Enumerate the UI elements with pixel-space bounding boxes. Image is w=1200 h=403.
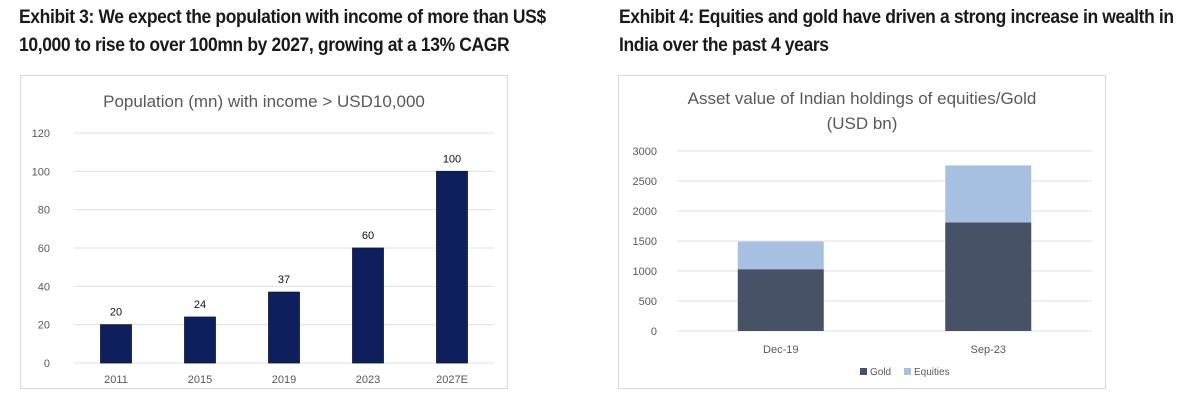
y-tick-label: 80 <box>38 205 50 217</box>
legend-label: Equities <box>914 367 950 378</box>
x-tick-label: Dec-19 <box>763 344 798 356</box>
asset-value-chart-panel: Asset value of Indian holdings of equiti… <box>618 75 1106 389</box>
bar-equities-Sep-23 <box>945 165 1031 222</box>
y-tick-label: 20 <box>38 320 50 332</box>
data-label: 20 <box>110 307 122 319</box>
y-tick-label: 100 <box>32 166 50 178</box>
legend-label: Gold <box>870 367 891 378</box>
bar-gold-Sep-23 <box>945 222 1031 331</box>
bar-gold-Dec-19 <box>738 269 824 331</box>
bar-2023 <box>353 248 384 363</box>
x-tick-label: 2023 <box>356 374 380 386</box>
x-tick-label: 2019 <box>272 374 296 386</box>
bar-2019 <box>269 292 300 363</box>
bar-equities-Dec-19 <box>738 242 824 270</box>
y-tick-label: 0 <box>651 326 657 338</box>
bar-2027E <box>437 171 468 363</box>
y-tick-label: 500 <box>639 296 657 308</box>
data-label: 37 <box>278 274 290 286</box>
y-tick-label: 1500 <box>633 236 657 248</box>
y-tick-label: 1000 <box>633 266 657 278</box>
y-tick-label: 120 <box>32 128 50 140</box>
x-tick-label: 2015 <box>188 374 212 386</box>
data-label: 100 <box>443 153 461 165</box>
legend-item-equities: Equities <box>904 367 950 378</box>
bar-2011 <box>101 325 132 363</box>
population-chart-panel: Population (mn) with income > USD10,000 … <box>20 75 508 389</box>
exhibit-4-title: Exhibit 4: Equities and gold have driven… <box>619 4 1180 60</box>
chart-title: Population (mn) with income > USD10,000 <box>103 92 425 111</box>
legend-swatch <box>860 368 867 375</box>
asset-value-stacked-bar-chart: Asset value of Indian holdings of equiti… <box>619 76 1105 388</box>
chart-title: Asset value of Indian holdings of equiti… <box>688 89 1037 108</box>
y-tick-label: 40 <box>38 281 50 293</box>
x-tick-label: 2011 <box>104 374 128 386</box>
chart-subtitle: (USD bn) <box>827 114 898 133</box>
bar-2015 <box>185 317 216 363</box>
data-label: 24 <box>194 299 206 311</box>
y-tick-label: 2000 <box>633 206 657 218</box>
y-tick-label: 0 <box>44 358 50 370</box>
y-tick-label: 2500 <box>633 176 657 188</box>
legend-swatch <box>904 368 911 375</box>
data-label: 60 <box>362 230 374 242</box>
y-tick-label: 60 <box>38 243 50 255</box>
population-bar-chart: Population (mn) with income > USD10,000 … <box>21 76 507 388</box>
y-tick-label: 3000 <box>633 146 657 158</box>
x-tick-label: Sep-23 <box>971 344 1006 356</box>
legend-item-gold: Gold <box>860 367 891 378</box>
x-tick-label: 2027E <box>436 374 468 386</box>
exhibit-3-title: Exhibit 3: We expect the population with… <box>19 4 580 60</box>
